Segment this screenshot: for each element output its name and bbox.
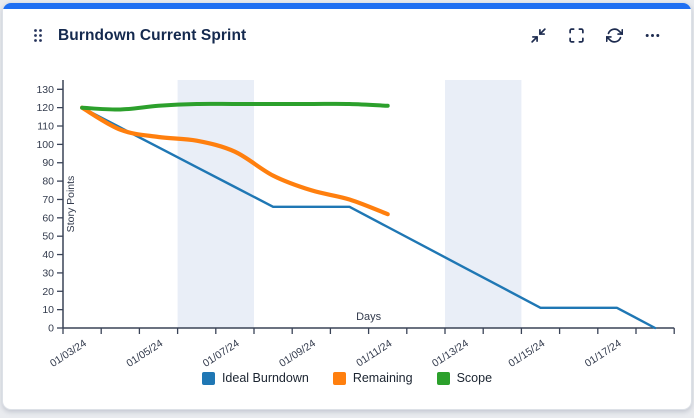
x-tick-label: 01/17/24 [583,337,624,369]
card-accent-bar [3,3,691,9]
grip-dots-icon [34,29,42,42]
x-tick-label: 01/15/24 [506,337,547,369]
series-line-ideal-burndown [80,106,657,330]
legend-label: Remaining [352,371,413,385]
x-tick-label: 01/07/24 [201,337,242,369]
legend-label: Scope [456,371,493,385]
series-line-remaining [80,105,390,217]
collapse-button[interactable] [528,25,549,46]
y-tick-label: 90 [42,157,54,169]
y-tick-label: 0 [48,323,54,335]
weekend-band [177,80,254,328]
widget-toolbar [528,25,663,46]
legend-label: Ideal Burndown [221,371,309,385]
x-tick-label: 01/09/24 [277,337,318,369]
weekend-band [445,80,522,328]
y-tick-label: 10 [42,304,54,316]
y-tick-label: 100 [36,139,54,151]
y-tick-label: 110 [37,121,54,133]
legend-item-remaining[interactable]: Remaining [332,371,413,385]
x-tick-label: 01/03/24 [48,337,89,369]
x-tick-label: 01/13/24 [430,337,471,369]
fullscreen-icon [569,28,584,43]
refresh-button[interactable] [604,25,625,46]
legend-item-ideal-burndown[interactable]: Ideal Burndown [201,371,309,385]
x-axis-title: Days [356,311,382,323]
burndown-widget-card: Burndown Current Sprint [2,2,692,410]
chart-canvas: 0 10 20 30 40 50 60 70 80 90 100 110 120 130 01/03/24 0… [36,80,675,370]
legend-swatch-remaining [332,371,346,385]
chart-legend: Ideal Burndown Remaining Scope [3,371,691,385]
drag-handle[interactable] [33,28,43,43]
y-tick-label: 20 [42,286,54,298]
y-tick-label: 50 [42,231,54,243]
widget-title: Burndown Current Sprint [58,26,247,44]
card-header: Burndown Current Sprint [3,9,691,46]
y-axis-title: Story Points [65,176,77,233]
x-tick-label: 01/11/24 [354,337,394,369]
more-options-icon [645,34,660,37]
y-tick-label: 30 [42,267,54,279]
y-tick-label: 60 [42,212,54,224]
x-tick-label: 01/05/24 [124,337,165,369]
y-tick-label: 40 [42,249,54,261]
y-tick-label: 130 [36,84,54,96]
collapse-icon [531,28,546,43]
legend-swatch-ideal-burndown [201,371,215,385]
legend-swatch-scope [436,371,450,385]
more-options-button[interactable] [642,25,663,46]
refresh-icon [606,28,623,43]
y-tick-label: 80 [42,176,54,188]
legend-item-scope[interactable]: Scope [436,371,493,385]
series-line-scope [80,101,390,112]
y-tick-label: 70 [42,194,54,206]
y-tick-label: 120 [36,102,54,114]
burndown-chart: 0 10 20 30 40 50 60 70 80 90 100 110 120 130 01/03/24 0… [3,65,691,373]
fullscreen-button[interactable] [566,25,587,46]
